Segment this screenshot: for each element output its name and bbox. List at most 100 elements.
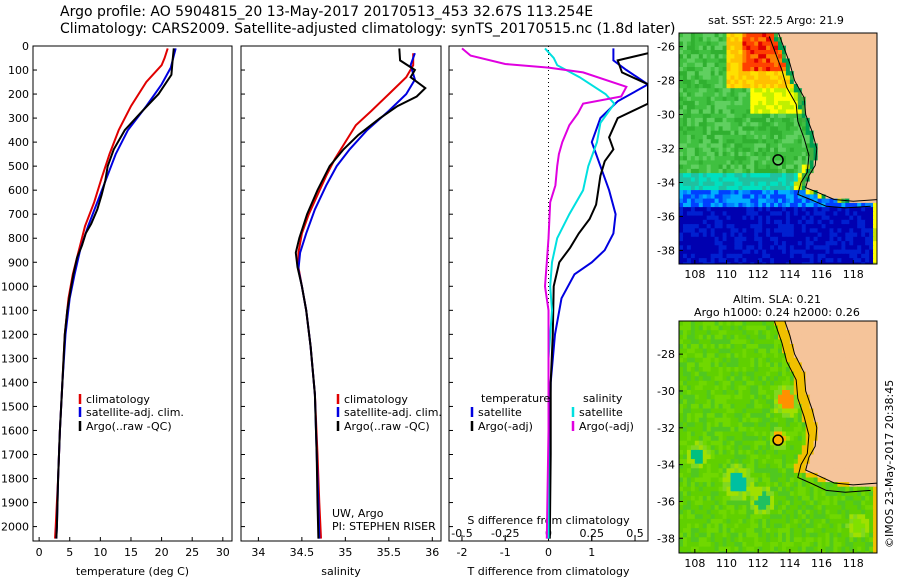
lon-tick-label: 108 [684,557,705,570]
legend-sal-satellite: satellite [579,406,623,419]
legend-sal-argo: Argo(-adj) [579,420,634,433]
imos-credit: ©IMOS 23-May-2017 20:38:45 [883,379,896,548]
lon-tick-label: 116 [811,268,832,281]
x-tick-label: 15 [124,546,138,559]
x-tick-label: 34 [251,546,265,559]
sla-map-subtitle: Argo h1000: 0.24 h2000: 0.26 [694,306,860,319]
x-axis-label: salinity [321,565,361,578]
x-axis-label: temperature (deg C) [76,565,189,578]
lat-tick-label: -28 [657,75,675,88]
legend-satellite: satellite-adj. clim. [86,406,184,419]
x-tick-label: 5 [66,546,73,559]
lat-tick-label: -36 [657,495,675,508]
lon-tick-label: 118 [843,268,864,281]
depth-tick-label: 200 [8,88,29,101]
depth-tick-label: 300 [8,112,29,125]
profile-panel-frame [32,45,233,542]
depth-tick-label: 1900 [1,497,29,510]
depth-tick-label: 900 [8,256,29,269]
x-tick-label: 35.5 [377,546,402,559]
depth-tick-label: 800 [8,232,29,245]
figure-title-line-2: Climatology: CARS2009. Satellite-adjuste… [60,21,676,37]
depth-tick-label: 1200 [1,328,29,341]
legend-climatology: climatology [86,393,150,406]
x-tick-label: 1 [588,546,595,559]
s-diff-tick-label: -0.5 [451,527,472,540]
depth-tick-label: 400 [8,136,29,149]
depth-tick-label: 500 [8,160,29,173]
lat-tick-label: -30 [657,385,675,398]
profile-panel-frame [240,45,442,542]
depth-tick-label: 2000 [1,521,29,534]
legend-argo: Argo(..raw -QC) [86,420,172,433]
lon-tick-label: 110 [716,268,737,281]
legend-temp-argo: Argo(-adj) [478,420,533,433]
legend-temperature-heading: temperature [481,392,550,405]
x-tick-label: 25 [185,546,199,559]
depth-tick-label: 100 [8,64,29,77]
depth-tick-label: 1000 [1,280,29,293]
lat-tick-label: -32 [657,143,675,156]
isobath-line [773,321,871,493]
legend-climatology: climatology [344,393,408,406]
lon-tick-label: 110 [716,557,737,570]
sst-map-title: sat. SST: 22.5 Argo: 21.9 [708,14,844,27]
s-diff-tick-label: -0.25 [491,527,519,540]
depth-tick-label: 1700 [1,448,29,461]
depth-tick-label: 1800 [1,473,29,486]
lat-tick-label: -34 [657,176,675,189]
x-tick-label: 35 [338,546,352,559]
series-line-4 [461,47,628,539]
lat-tick-label: -36 [657,210,675,223]
lon-tick-label: 112 [748,557,769,570]
depth-tick-label: 0 [22,40,29,53]
lat-tick-label: -38 [657,532,675,545]
annotation-pi: PI: STEPHEN RISER [332,520,436,533]
depth-tick-label: 1100 [1,304,29,317]
depth-tick-label: 1400 [1,376,29,389]
s-diff-tick-label: 0.5 [626,527,644,540]
lon-tick-label: 118 [843,557,864,570]
lat-tick-label: -28 [657,348,675,361]
x-tick-label: 36 [425,546,439,559]
x-tick-label: 30 [216,546,230,559]
lat-tick-label: -34 [657,459,675,472]
series-line-3 [294,48,427,539]
series-line-3 [55,48,175,539]
isobath-line [768,36,871,209]
lon-tick-label: 116 [811,557,832,570]
map-frame [678,320,878,554]
lon-tick-label: 112 [748,268,769,281]
annotation-institution: UW, Argo [332,507,384,520]
series-line-3 [544,47,616,539]
depth-tick-label: 600 [8,184,29,197]
legend-temp-satellite: satellite [478,406,522,419]
x-tick-label: 0 [36,546,43,559]
coastline [777,33,877,202]
lat-tick-label: -26 [657,41,675,54]
series-line-2 [548,52,648,539]
depth-tick-label: 700 [8,208,29,221]
x-tick-label: -1 [500,546,511,559]
lon-tick-label: 108 [684,268,705,281]
argo-position-marker [772,154,784,166]
series-line-1 [547,48,648,539]
depth-tick-label: 1300 [1,352,29,365]
lat-tick-label: -30 [657,109,675,122]
lon-tick-label: 114 [779,557,800,570]
coastline [784,321,877,486]
depth-tick-label: 1600 [1,424,29,437]
sla-map: 108 110 112 114 116 118 -28 -30 -32 -34 -36 -38 [657,320,878,570]
x-tick-label: -2 [456,546,467,559]
x-tick-label: 0 [545,546,552,559]
legend-salinity-heading: salinity [583,392,623,405]
x-tick-label: 20 [155,546,169,559]
s-diff-tick-label: 0.25 [580,527,605,540]
lat-tick-label: -38 [657,244,675,257]
argo-position-marker [772,434,784,446]
legend-satellite: satellite-adj. clim. [344,406,442,419]
sla-map-title: Altim. SLA: 0.21 [733,293,821,306]
lat-tick-label: -32 [657,422,675,435]
x-tick-label: 34.5 [290,546,315,559]
